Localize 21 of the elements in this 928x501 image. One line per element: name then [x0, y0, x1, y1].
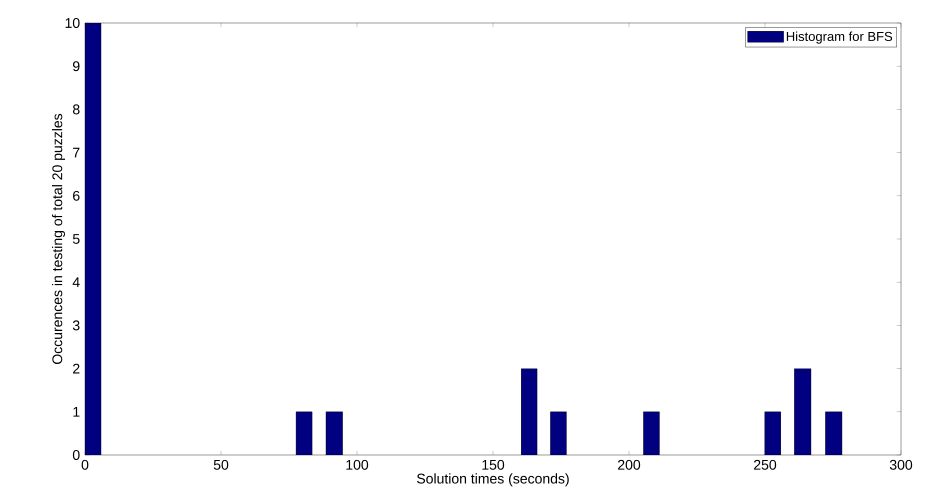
y-tick-label: 5	[72, 234, 80, 244]
y-tick-label: 1	[73, 406, 80, 417]
y-tick-label: 8	[72, 104, 80, 114]
y-tick-label: 3	[72, 320, 80, 330]
x-tick-label: 0	[82, 460, 88, 470]
y-tick-label: 2	[73, 364, 80, 374]
x-axis-title: Solution times (seconds)	[417, 473, 569, 486]
x-tick-label: 50	[214, 460, 228, 470]
x-tick-label: 150	[482, 460, 504, 470]
x-tick-label: 200	[618, 460, 640, 470]
x-tick-label: 300	[890, 460, 912, 470]
y-tick-label: 4	[72, 277, 80, 288]
y-tick-label: 9	[73, 61, 80, 72]
x-tick-label: 100	[346, 460, 368, 470]
x-tick-label: 250	[754, 460, 776, 470]
y-tick-label: 6	[73, 190, 80, 201]
y-axis-title: Occurences in testing of total 20 puzzles	[52, 114, 66, 364]
y-tick-label: 0	[72, 450, 80, 460]
legend-label: Histogram for BFS	[786, 32, 892, 44]
y-tick-label: 10	[66, 18, 80, 28]
y-tick-label: 7	[73, 148, 80, 158]
